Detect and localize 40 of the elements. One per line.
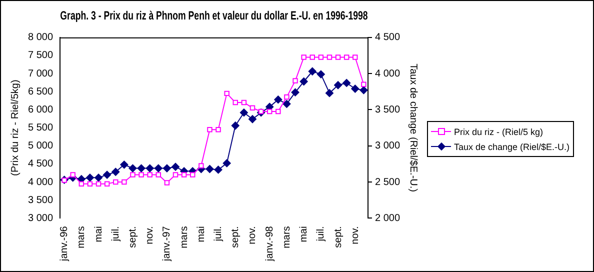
y-axis-title: (Prix du riz - Riel/5kg) (10, 80, 21, 176)
y2-tick-label: 2 500 (374, 176, 400, 188)
x-tick-label: juil. (110, 226, 122, 242)
y2-tick-label: 3 500 (374, 104, 400, 116)
y-tick-label: 4 500 (28, 158, 54, 170)
y2-tick-label: 4 500 (374, 32, 400, 44)
x-tick-label: mars (178, 226, 190, 248)
x-tick-label: nov. (350, 226, 361, 244)
x-tick-label: nov. (247, 226, 258, 244)
y-tick-label: 8 000 (28, 32, 54, 44)
y-tick-label: 7 000 (28, 68, 54, 80)
x-tick-label: mars (281, 226, 292, 248)
x-tick-label: juil. (213, 226, 224, 242)
chart-title: Graph. 3 - Prix du riz à Phnom Penh et valeur du dollar E.-U. en 1996-1998 (60, 9, 368, 23)
x-tick-label: mars (76, 226, 88, 248)
y2-tick-label: 4 000 (374, 68, 400, 80)
y2-tick-label: 2 000 (374, 212, 400, 224)
x-tick-label: juil. (316, 226, 327, 242)
y-tick-label: 5 500 (28, 122, 54, 134)
y-tick-label: 6 000 (28, 104, 54, 116)
y-tick-label: 6 500 (28, 86, 54, 98)
y-tick-label: 3 000 (28, 212, 54, 224)
legend-label: Prix du riz - (Riel/5 kg) (454, 126, 544, 136)
x-tick-label: janv.-98 (264, 226, 276, 262)
x-tick-label: janv.-96 (59, 226, 70, 262)
x-tick-label: sept. (332, 226, 344, 248)
y-tick-label: 4 000 (28, 176, 54, 188)
x-tick-label: mai (93, 226, 104, 242)
x-tick-label: nov. (144, 226, 156, 244)
y2-axis-title: Taux de change (Riel/$E.-U.) (407, 64, 418, 192)
legend-label: Taux de change (Riel/$E.-U.) (454, 142, 570, 152)
x-tick-label: sept. (230, 226, 242, 248)
y-tick-label: 7 500 (28, 50, 54, 62)
y2-tick-label: 3 000 (374, 140, 400, 152)
x-tick-label: mai (298, 226, 310, 242)
y-tick-label: 3 500 (28, 194, 54, 206)
y-tick-label: 5 000 (28, 140, 54, 152)
x-tick-label: janv.-97 (162, 226, 173, 262)
x-tick-label: sept. (127, 226, 138, 248)
x-tick-label: mai (196, 226, 207, 242)
